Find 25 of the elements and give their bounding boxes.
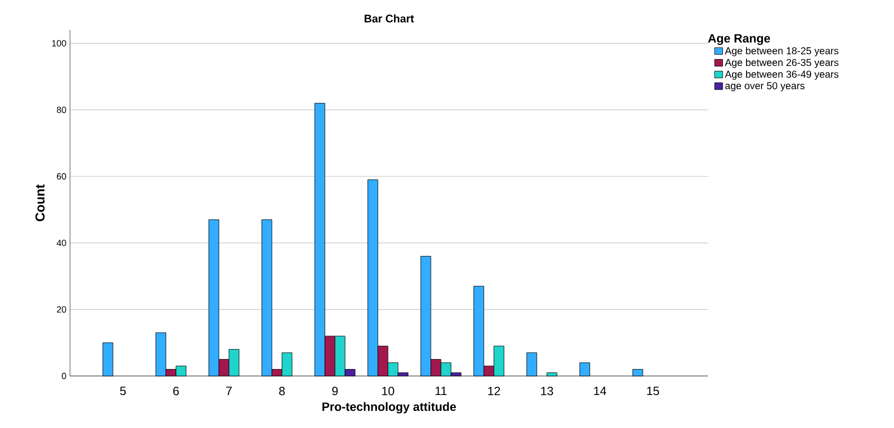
y-tick-label: 20	[56, 306, 66, 313]
x-tick-label: 6	[173, 386, 179, 396]
x-tick-label: 12	[488, 386, 500, 396]
y-tick-label: 100	[52, 40, 66, 46]
legend-label: Age between 36-49 years	[724, 70, 838, 80]
x-axis-title: Pro-technology attitude	[322, 402, 456, 414]
y-tick-label: 80	[56, 106, 66, 114]
x-tick-label: 14	[594, 386, 606, 396]
y-tick-label: 40	[56, 240, 66, 246]
x-tick-label: 8	[279, 386, 285, 396]
x-tick-label: 11	[436, 386, 447, 396]
y-tick-label: 60	[56, 173, 66, 180]
y-tick-label: 0	[62, 372, 66, 380]
x-tick-label: 5	[120, 386, 126, 396]
legend-label: Age between 26-35 years	[724, 58, 838, 68]
legend-title: Age Range	[708, 34, 770, 45]
chart-title: Bar Chart	[364, 14, 414, 22]
x-tick-label: 15	[647, 386, 660, 396]
x-tick-label: 9	[332, 386, 338, 396]
x-tick-label: 13	[541, 386, 554, 396]
x-tick-label: 10	[382, 386, 394, 396]
legend-label: Age between 18-25 years	[724, 46, 838, 56]
x-tick-label: 7	[226, 386, 232, 396]
legend-label: age over 50 years	[725, 82, 805, 92]
y-axis-title: Count	[35, 184, 45, 222]
